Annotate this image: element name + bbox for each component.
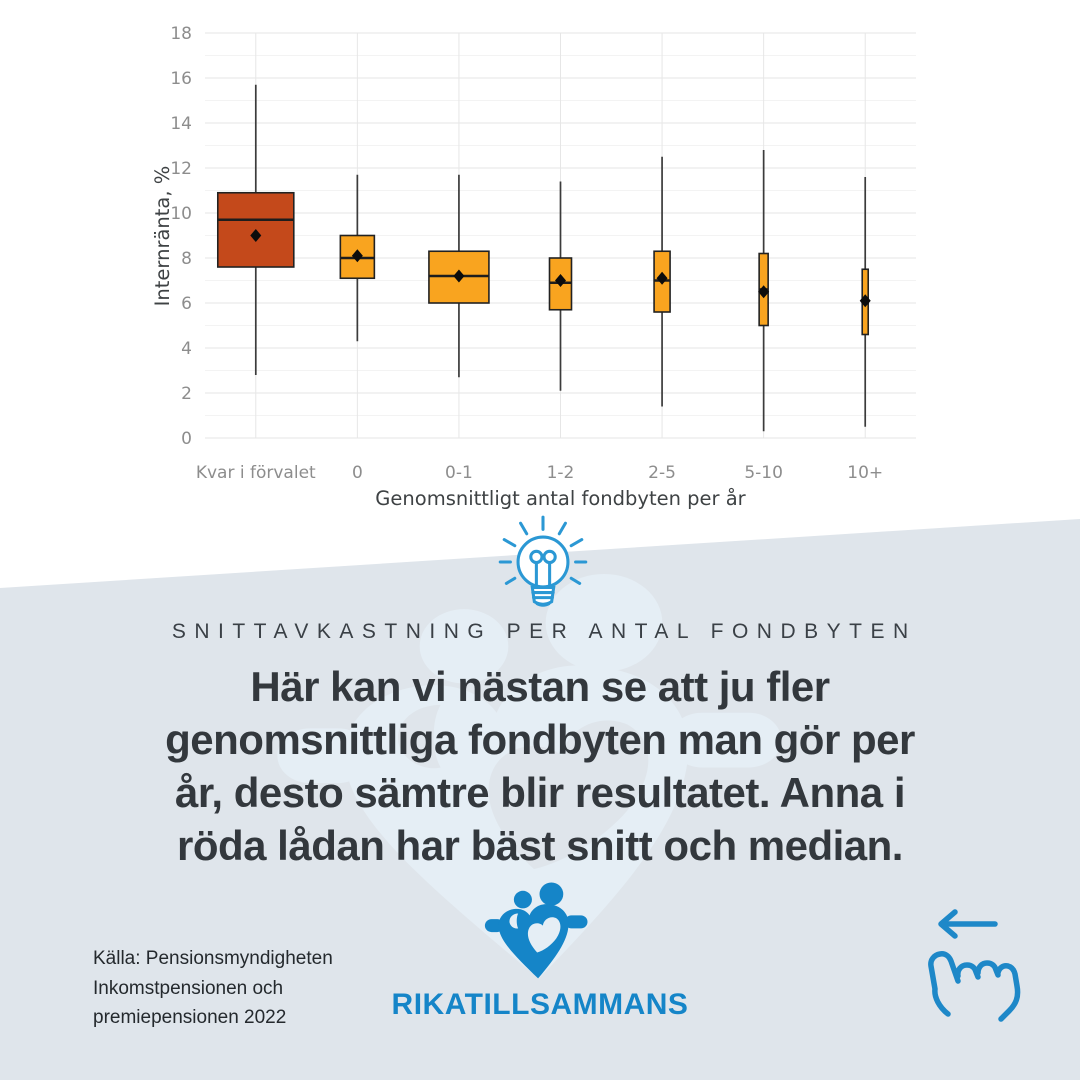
insight-line: Här kan vi nästan se att ju fler	[250, 663, 830, 710]
brand-logo: RIKATILLSAMMANS	[0, 882, 1080, 1022]
svg-text:10+: 10+	[847, 463, 883, 483]
svg-text:6: 6	[181, 294, 192, 314]
svg-text:Internränta, %: Internränta, %	[151, 166, 174, 307]
lightbulb-icon	[487, 506, 599, 618]
svg-text:Genomsnittligt antal fondbyten: Genomsnittligt antal fondbyten per år	[375, 487, 746, 510]
swipe-left-hand-icon	[928, 909, 1021, 1022]
source-line: premiepensionen 2022	[93, 1007, 287, 1028]
people-heart-logo-mark	[483, 882, 597, 984]
source-line: Källa: Pensionsmyndigheten	[93, 948, 333, 969]
section-kicker: SNITTAVKASTNING PER ANTAL FONDBYTEN	[171, 620, 917, 643]
svg-text:12: 12	[170, 159, 192, 179]
insight-line: år, desto sämtre blir resultatet. Anna i	[174, 769, 906, 816]
svg-text:18: 18	[170, 24, 192, 44]
svg-text:16: 16	[170, 69, 192, 89]
insight-line: genomsnittliga fondbyten man gör per	[165, 716, 915, 763]
svg-text:14: 14	[170, 114, 192, 134]
svg-text:0: 0	[352, 463, 363, 483]
insight-line: röda lådan har bäst snitt och median.	[177, 822, 903, 869]
svg-text:5-10: 5-10	[744, 463, 783, 483]
source-line: Inkomstpensionen och	[93, 977, 284, 999]
svg-text:10: 10	[170, 204, 192, 224]
insight-text: Här kan vi nästan se att ju fler genomsn…	[0, 660, 1080, 872]
svg-text:2: 2	[181, 384, 192, 404]
swipe-left-hint	[922, 898, 1022, 1028]
brand-name: RIKATILLSAMMANS	[391, 988, 689, 1021]
svg-text:0: 0	[181, 429, 192, 449]
svg-text:Kvar i förvalet: Kvar i förvalet	[196, 463, 316, 483]
svg-text:8: 8	[181, 249, 192, 269]
source-note: Källa: Pensionsmyndigheten Inkomstpensio…	[93, 944, 333, 1033]
svg-text:1-2: 1-2	[547, 463, 575, 483]
svg-text:0-1: 0-1	[445, 463, 473, 483]
svg-text:4: 4	[181, 339, 192, 359]
boxplot-chart: 0 2 4 6 8 10 12 14 16 18 Kvar i förvalet 0 0-1 1-2 2-5…	[0, 0, 1080, 515]
svg-text:2-5: 2-5	[648, 463, 676, 483]
